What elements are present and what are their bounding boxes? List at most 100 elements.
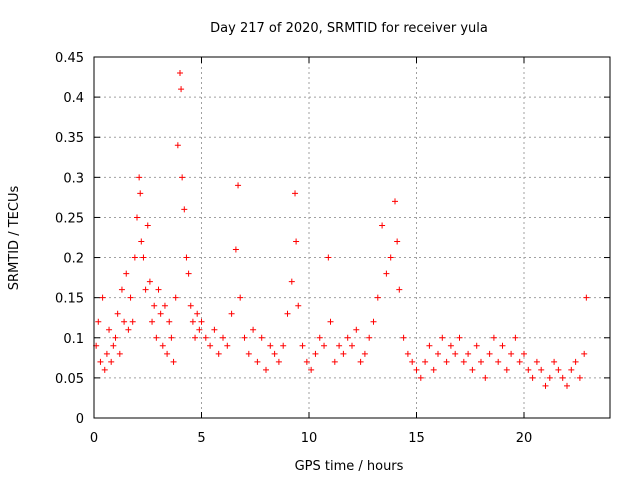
data-point: [443, 358, 450, 365]
data-point: [232, 246, 239, 253]
data-point: [284, 310, 291, 317]
data-point: [383, 270, 390, 277]
data-point: [166, 318, 173, 325]
data-point: [183, 254, 190, 261]
data-point: [486, 350, 493, 357]
y-tick-label: 0: [76, 412, 84, 427]
data-point: [118, 286, 125, 293]
data-point: [112, 334, 119, 341]
data-point: [151, 302, 158, 309]
y-tick-label: 0.4: [63, 91, 84, 106]
data-point: [583, 294, 590, 301]
data-point: [114, 310, 121, 317]
data-point: [178, 86, 185, 93]
data-point: [215, 350, 222, 357]
data-point: [572, 358, 579, 365]
data-point: [161, 302, 168, 309]
data-point: [422, 358, 429, 365]
data-point: [196, 326, 203, 333]
data-point: [353, 326, 360, 333]
data-point: [103, 350, 110, 357]
data-point: [413, 366, 420, 373]
y-tick-label: 0.05: [55, 372, 84, 387]
data-point: [308, 366, 315, 373]
x-tick-label: 15: [408, 431, 425, 446]
y-tick-label: 0.3: [63, 171, 84, 186]
data-point: [136, 174, 143, 181]
data-point: [153, 334, 160, 341]
data-point: [576, 374, 583, 381]
axis-ticks: 0 0.05 0.1 0.15 0.2 0.25 0.3 0.35 0.4 0.45 0 5 10 15 2…: [55, 51, 610, 446]
data-point: [568, 366, 575, 373]
data-point: [521, 350, 527, 357]
data-point: [198, 318, 205, 325]
data-point: [177, 70, 183, 77]
data-point: [336, 342, 343, 349]
data-point: [185, 270, 192, 277]
data-point: [245, 350, 252, 357]
data-point: [207, 342, 214, 349]
data-point: [106, 326, 113, 333]
data-point: [529, 374, 536, 381]
data-point: [581, 350, 588, 357]
data-point: [447, 342, 454, 349]
data-point: [142, 286, 149, 293]
data-point: [267, 342, 274, 349]
data-point: [325, 254, 332, 261]
data-point: [426, 342, 433, 349]
data-point: [241, 334, 248, 341]
data-point: [374, 294, 381, 301]
data-point: [149, 318, 156, 325]
data-point: [164, 350, 171, 357]
chart-title: Day 217 of 2020, SRMTID for receiver yul…: [210, 21, 488, 36]
data-point: [101, 366, 108, 373]
data-point: [123, 270, 130, 277]
x-axis-label: GPS time / hours: [295, 459, 404, 474]
data-point: [140, 254, 147, 261]
y-tick-label: 0.15: [55, 292, 84, 307]
data-point: [473, 342, 480, 349]
data-point: [172, 294, 179, 301]
data-point: [499, 342, 506, 349]
data-point: [478, 358, 484, 365]
data-point: [131, 254, 138, 261]
data-point: [340, 350, 347, 357]
data-point: [370, 318, 377, 325]
data-point: [379, 222, 386, 229]
data-point: [189, 318, 196, 325]
data-point: [108, 358, 115, 365]
data-point: [387, 254, 394, 261]
data-point: [404, 350, 411, 357]
data-point: [146, 278, 153, 285]
data-point: [392, 198, 398, 205]
y-tick-label: 0.35: [55, 131, 84, 146]
data-point: [181, 206, 188, 213]
data-point: [460, 358, 467, 365]
data-point: [224, 342, 231, 349]
data-point: [490, 334, 497, 341]
data-point: [435, 350, 441, 357]
x-tick-label: 0: [90, 431, 98, 446]
data-point: [125, 326, 132, 333]
data-point: [228, 310, 235, 317]
data-point: [202, 334, 209, 341]
plot-frame: [93, 56, 611, 419]
data-point: [394, 238, 401, 245]
data-point: [288, 278, 295, 285]
data-point: [235, 182, 242, 189]
data-point: [155, 286, 162, 293]
data-point: [271, 350, 278, 357]
data-point: [254, 358, 261, 365]
data-point: [456, 334, 463, 341]
data-point: [331, 358, 338, 365]
data-point: [138, 238, 145, 245]
data-point: [327, 318, 334, 325]
data-point: [179, 174, 186, 181]
data-point: [321, 342, 328, 349]
x-tick-label: 5: [197, 431, 205, 446]
data-point: [280, 342, 287, 349]
x-tick-label: 20: [516, 431, 533, 446]
data-point: [525, 366, 532, 373]
data-point: [211, 326, 218, 333]
